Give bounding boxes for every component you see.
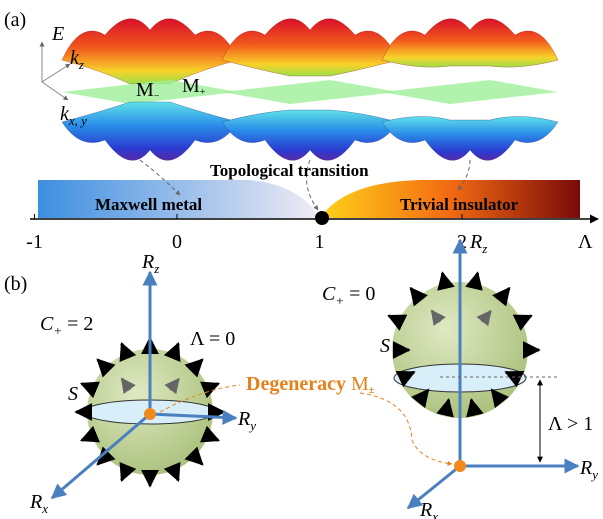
rx-label: Rx <box>419 499 438 519</box>
transition-point <box>315 211 329 225</box>
flux-arrow <box>519 316 532 322</box>
plane <box>382 80 558 104</box>
rz-label: Rz <box>469 231 487 256</box>
energy-label: E <box>51 23 64 45</box>
flux-arrow <box>411 288 420 299</box>
flux-arrow <box>98 360 108 370</box>
chern-label: C+ = 0 <box>322 283 375 308</box>
lower-band <box>382 116 558 160</box>
flux-arrow <box>501 288 510 299</box>
axis-symbol: Λ <box>578 231 593 253</box>
rx-label: Rx <box>29 491 48 516</box>
rx-axis <box>408 466 460 508</box>
panel-label: (b) <box>4 273 27 295</box>
m-plus-label: M+ <box>182 75 206 98</box>
plane <box>222 80 398 104</box>
upper-band <box>382 19 558 68</box>
degeneracy-point <box>144 408 156 420</box>
degeneracy-point <box>454 460 466 472</box>
tick-label: 1 <box>315 231 325 253</box>
upper-band <box>62 19 238 84</box>
tick-label: 0 <box>172 231 182 253</box>
axes-3d <box>42 42 70 100</box>
flux-arrow <box>192 454 202 464</box>
kxy-label: kx, y <box>60 103 87 128</box>
figure: (a) E kz kx, y M− M+ Topological transit… <box>0 0 603 519</box>
panel-label: (a) <box>4 9 26 31</box>
lambda-condition: Λ > 1 <box>548 413 593 435</box>
lambda-label: Λ = 0 <box>190 328 235 350</box>
lower-band <box>62 102 238 160</box>
ry-label: Ry <box>237 408 256 433</box>
phase-label: Maxwell metal <box>95 195 202 214</box>
phase-label: Trivial insulator <box>400 195 519 214</box>
tick-label: -1 <box>26 231 43 253</box>
chern-label: C+ = 2 <box>40 313 93 338</box>
rz-label: Rz <box>141 251 159 276</box>
ry-label: Ry <box>579 457 598 482</box>
surface-label: S <box>68 383 78 405</box>
flux-arrow <box>192 360 202 370</box>
transition-label: Topological transition <box>210 161 369 180</box>
flux-arrow <box>389 316 402 322</box>
surface-label: S <box>380 335 390 357</box>
upper-band <box>222 19 398 76</box>
lower-band <box>222 110 398 160</box>
